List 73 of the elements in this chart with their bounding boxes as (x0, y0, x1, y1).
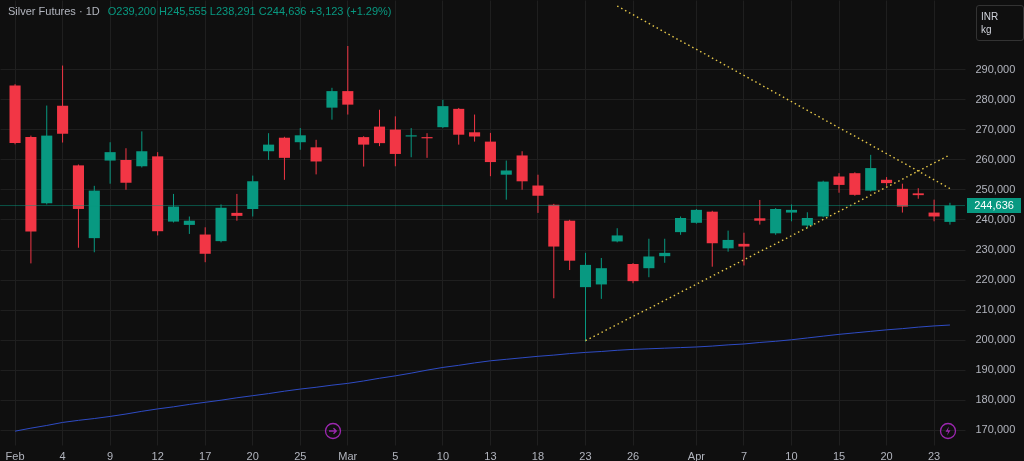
candlestick (358, 135, 370, 168)
x-tick-label: 7 (740, 449, 748, 461)
x-tick-label: 20 (880, 449, 893, 461)
candlestick (833, 172, 845, 194)
x-tick-label: 15 (832, 449, 846, 461)
x-tick-label: 20 (246, 449, 259, 461)
candlestick (263, 132, 275, 161)
candlestick (278, 136, 290, 181)
candlestick (421, 132, 433, 159)
candlestick (294, 127, 306, 151)
candlestick (944, 202, 956, 226)
candlestick (199, 226, 211, 263)
line-series (14, 324, 951, 432)
candlestick (500, 160, 512, 201)
y-tick-label: 260,000 (975, 152, 1016, 165)
candlestick (754, 199, 766, 226)
y-tick-label: 250,000 (975, 182, 1016, 195)
candlestick (326, 87, 338, 121)
x-tick-label: 10 (785, 449, 798, 461)
candlestick (579, 252, 592, 343)
candlestick (865, 154, 877, 193)
candlestick (167, 193, 180, 223)
x-tick-label: Apr (687, 449, 706, 461)
candlestick (738, 232, 750, 266)
x-tick-label: 17 (199, 449, 212, 461)
x-tick-label: 18 (531, 449, 545, 461)
x-tick-label: 13 (484, 449, 497, 461)
y-tick-label: 220,000 (975, 273, 1016, 286)
candlestick (722, 230, 734, 253)
candlestick (675, 215, 687, 236)
ref-line-label: 244,636 (974, 198, 1014, 211)
x-tick-label: 23 (927, 449, 941, 461)
y-tick-label: 170,000 (975, 423, 1016, 436)
candlestick (231, 193, 243, 222)
candlestick (373, 109, 386, 147)
candlestick (405, 127, 417, 158)
chart-title: Silver Futures · 1D (8, 5, 100, 17)
x-tick-label: 26 (626, 449, 640, 461)
x-tick-label: 10 (436, 449, 450, 461)
candlestick (849, 171, 861, 197)
candlestick (437, 99, 449, 129)
candlestick (595, 257, 607, 300)
x-tick-label: 4 (59, 449, 66, 461)
y-tick-label: 240,000 (975, 212, 1016, 225)
x-tick-label: 23 (579, 449, 592, 461)
candlestick (469, 114, 481, 143)
y-tick-label: 280,000 (975, 92, 1016, 105)
y-tick-label: 210,000 (975, 303, 1016, 316)
candlestick (136, 130, 148, 168)
candlestick (484, 132, 496, 177)
candlestick (342, 45, 354, 116)
x-tick-label: 5 (392, 449, 399, 461)
candlestick (104, 141, 116, 185)
x-tick-label: Feb (5, 449, 25, 461)
y-tick-label: 270,000 (975, 122, 1016, 135)
x-tick-label: 9 (107, 449, 114, 461)
y-tick-label: 180,000 (975, 393, 1016, 406)
candlestick (120, 147, 132, 191)
candlestick (532, 174, 544, 214)
x-tick-label: 12 (151, 449, 164, 461)
chart-subtitle: O239,200 H245,555 L238,291 C244,636 +3,123 (+1.29%) (107, 5, 392, 17)
candlestick (896, 183, 908, 214)
candlestick (643, 238, 655, 278)
x-tick-label: Mar (338, 449, 358, 461)
y-tick-label: 290,000 (975, 62, 1016, 75)
text: INR (981, 11, 1000, 22)
text: kg (981, 24, 993, 35)
y-tick-label: 200,000 (975, 333, 1016, 346)
x-tick-label: 25 (294, 449, 307, 461)
candlestick (310, 139, 322, 175)
y-tick-label: 230,000 (975, 243, 1016, 256)
candlestick (627, 262, 639, 284)
y-tick-label: 190,000 (975, 363, 1016, 376)
